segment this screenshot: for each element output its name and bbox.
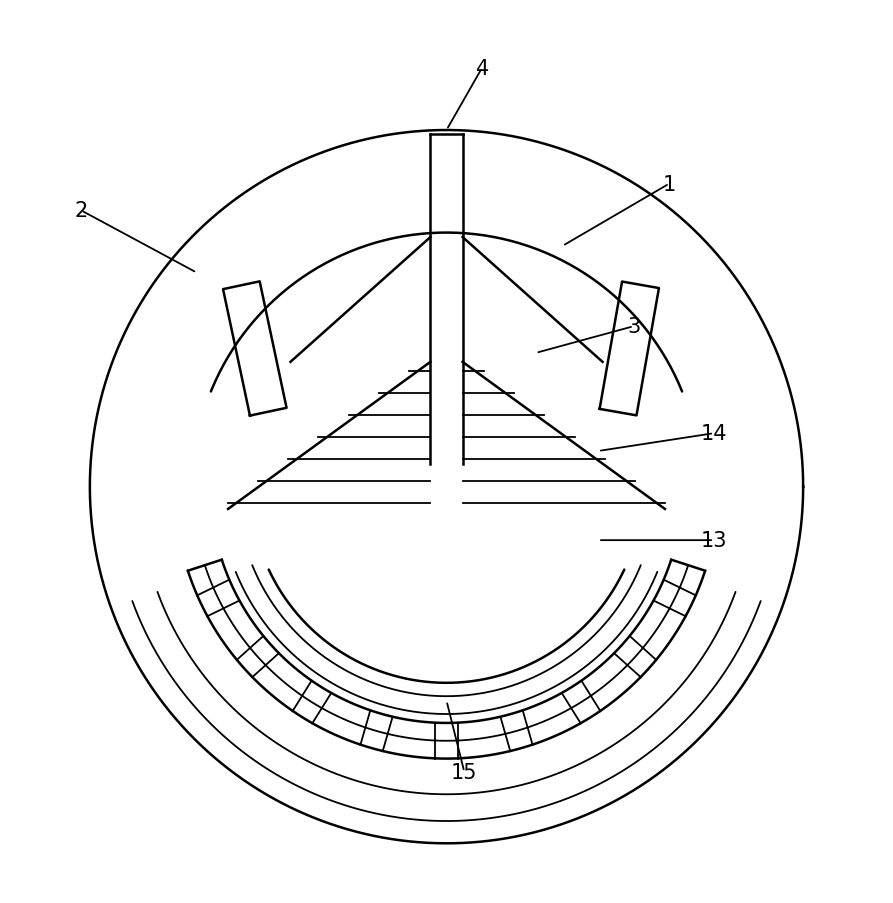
Text: 4: 4	[476, 59, 488, 79]
Text: 15: 15	[451, 762, 478, 782]
Text: 14: 14	[701, 424, 727, 443]
Text: 13: 13	[701, 531, 727, 551]
Text: 1: 1	[663, 174, 676, 194]
Text: 2: 2	[74, 201, 88, 221]
Text: 3: 3	[627, 317, 640, 337]
